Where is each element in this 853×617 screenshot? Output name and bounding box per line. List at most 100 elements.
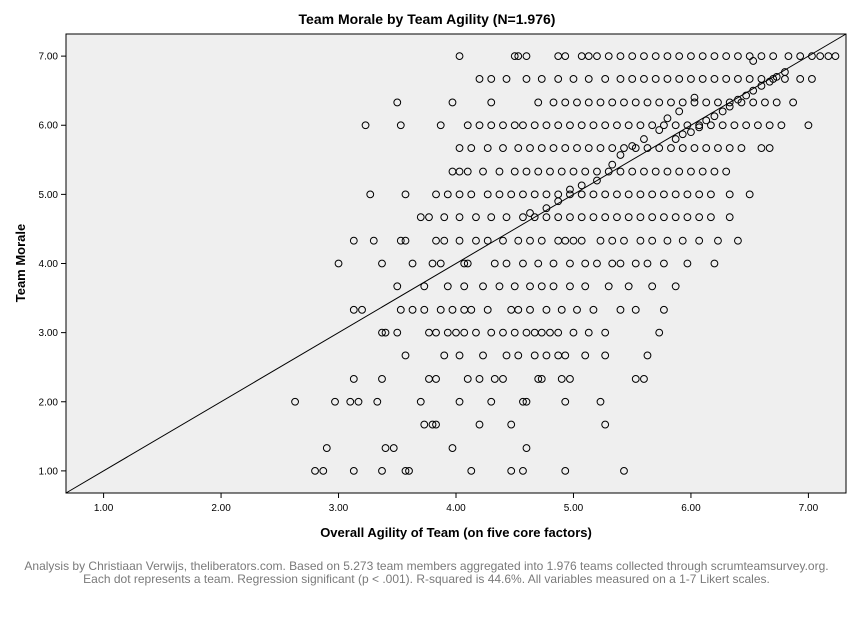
y-tick-label: 7.00 xyxy=(39,52,59,63)
x-tick-label: 4.00 xyxy=(446,503,466,514)
data-point xyxy=(593,259,601,268)
data-point xyxy=(448,98,457,107)
data-point xyxy=(432,236,440,245)
data-point xyxy=(624,213,633,222)
data-point xyxy=(725,190,734,199)
data-point xyxy=(534,98,543,107)
data-point xyxy=(702,116,711,125)
data-point xyxy=(311,466,319,475)
data-point xyxy=(577,190,586,199)
data-point xyxy=(710,52,719,61)
data-point xyxy=(765,121,774,130)
x-axis-label: Overall Agility of Team (on five core fa… xyxy=(320,525,592,540)
data-point xyxy=(534,259,543,268)
data-point xyxy=(440,213,449,222)
data-point xyxy=(401,236,410,245)
data-point xyxy=(448,305,457,314)
data-point xyxy=(428,259,437,268)
data-point xyxy=(495,190,504,199)
data-point xyxy=(640,75,648,83)
data-point xyxy=(455,167,464,176)
data-point xyxy=(475,121,484,130)
x-axis: 1.00 2.00 3.00 4.00 5.00 6.00 7.00 xyxy=(94,493,819,514)
data-point xyxy=(549,144,558,152)
data-point xyxy=(804,121,813,130)
data-point xyxy=(695,123,704,132)
data-point xyxy=(725,144,734,152)
data-point xyxy=(581,282,590,291)
data-point xyxy=(319,466,328,475)
data-point xyxy=(648,190,657,199)
data-point xyxy=(499,144,507,152)
data-point xyxy=(745,190,754,199)
data-point xyxy=(640,135,648,143)
data-point xyxy=(651,167,660,176)
data-point xyxy=(537,375,546,383)
data-point xyxy=(393,328,402,337)
data-point xyxy=(589,121,598,130)
data-point xyxy=(698,52,707,61)
data-point xyxy=(569,236,578,245)
data-point xyxy=(667,98,675,107)
y-tick-label: 6.00 xyxy=(39,121,59,132)
data-point xyxy=(648,282,657,291)
data-point xyxy=(695,121,704,130)
data-point xyxy=(616,167,625,176)
data-point xyxy=(683,121,692,130)
data-point xyxy=(425,213,433,222)
data-point xyxy=(687,52,695,61)
data-point xyxy=(648,236,657,245)
data-point xyxy=(502,351,511,360)
data-point xyxy=(502,259,511,268)
data-point xyxy=(769,52,778,61)
data-point xyxy=(463,375,472,383)
data-point xyxy=(566,213,574,222)
data-point xyxy=(663,167,672,176)
data-point xyxy=(613,213,621,222)
data-point xyxy=(675,107,684,116)
data-point xyxy=(448,444,457,452)
data-point xyxy=(561,466,570,475)
data-point xyxy=(808,75,816,83)
data-point xyxy=(616,305,625,314)
data-point xyxy=(636,213,645,222)
data-point xyxy=(530,190,539,199)
data-point xyxy=(631,259,640,268)
data-point xyxy=(546,167,554,176)
data-point xyxy=(479,167,487,176)
data-point xyxy=(589,190,598,199)
data-point xyxy=(604,167,613,176)
data-point xyxy=(648,121,657,130)
data-point xyxy=(620,144,628,152)
data-point xyxy=(608,259,617,268)
data-point xyxy=(663,236,672,245)
data-point xyxy=(651,75,660,83)
data-point xyxy=(710,259,719,268)
data-point xyxy=(784,52,793,61)
data-point xyxy=(710,167,719,176)
data-point xyxy=(526,144,534,152)
data-point xyxy=(734,75,742,83)
data-point xyxy=(519,213,527,222)
data-point xyxy=(655,126,664,134)
data-point xyxy=(707,121,715,130)
data-point xyxy=(714,98,722,107)
data-point xyxy=(537,328,546,337)
data-point xyxy=(502,213,511,222)
data-point xyxy=(702,144,711,152)
data-point xyxy=(722,167,731,176)
data-point xyxy=(648,213,657,222)
data-point xyxy=(707,213,715,222)
data-point xyxy=(479,282,487,291)
data-point xyxy=(561,351,570,360)
data-point xyxy=(675,167,684,176)
data-point xyxy=(624,121,633,130)
data-point xyxy=(467,190,476,199)
x-tick-label: 3.00 xyxy=(329,503,349,514)
data-point xyxy=(640,52,648,61)
data-point xyxy=(765,77,774,86)
data-point xyxy=(381,328,390,337)
data-point xyxy=(378,466,386,475)
data-point xyxy=(378,328,386,337)
data-point xyxy=(577,121,586,130)
